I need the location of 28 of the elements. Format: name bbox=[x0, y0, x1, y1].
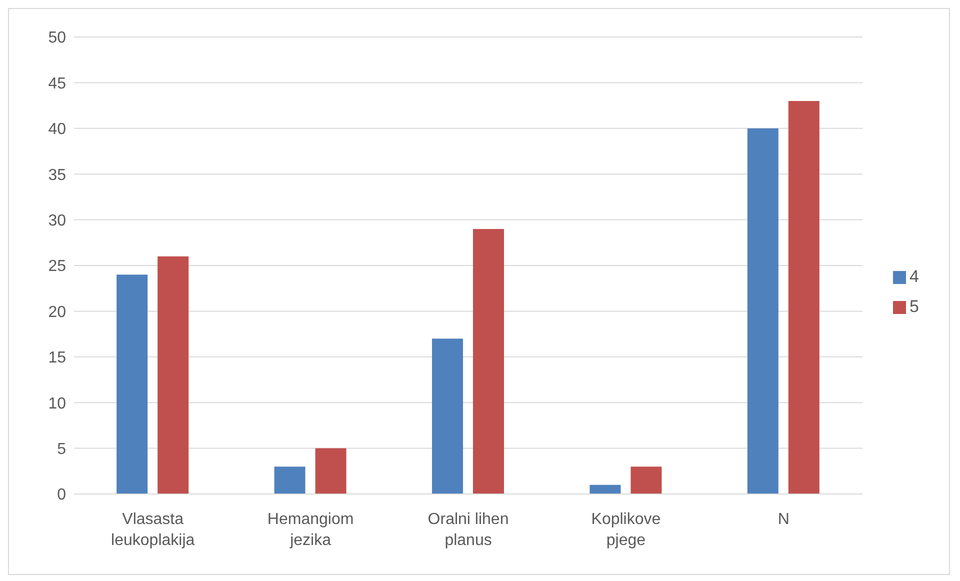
y-tick-label: 45 bbox=[48, 75, 66, 92]
bar bbox=[788, 100, 820, 494]
y-tick-label: 0 bbox=[57, 486, 66, 504]
y-tick-label: 15 bbox=[48, 350, 66, 367]
x-tick-label: Hemangiom jezika bbox=[267, 511, 354, 549]
x-tick-label: N bbox=[778, 511, 790, 528]
x-tick-label: Vlasasta leukoplakija bbox=[111, 511, 195, 549]
x-tick-label: Koplikove pjege bbox=[591, 511, 661, 549]
bar bbox=[472, 228, 504, 494]
y-tick-label: 10 bbox=[48, 395, 66, 412]
bar bbox=[116, 274, 148, 494]
legend-label: 4 bbox=[910, 266, 919, 286]
x-tick-label: Oralni lihen planus bbox=[428, 511, 509, 549]
bar bbox=[315, 448, 346, 494]
y-tick-label: 50 bbox=[48, 30, 66, 47]
y-tick-label: 20 bbox=[48, 304, 66, 321]
bar bbox=[630, 466, 662, 494]
bar bbox=[274, 466, 306, 494]
y-tick-label: 25 bbox=[48, 258, 66, 276]
y-tick-label: 40 bbox=[48, 121, 66, 138]
legend-label: 5 bbox=[910, 296, 919, 316]
y-tick-label: 30 bbox=[48, 212, 66, 230]
bar bbox=[747, 128, 778, 494]
bar bbox=[432, 338, 463, 494]
y-tick-label: 5 bbox=[57, 440, 66, 458]
bar bbox=[590, 484, 621, 494]
bar bbox=[158, 256, 189, 494]
y-tick-label: 35 bbox=[48, 166, 66, 184]
